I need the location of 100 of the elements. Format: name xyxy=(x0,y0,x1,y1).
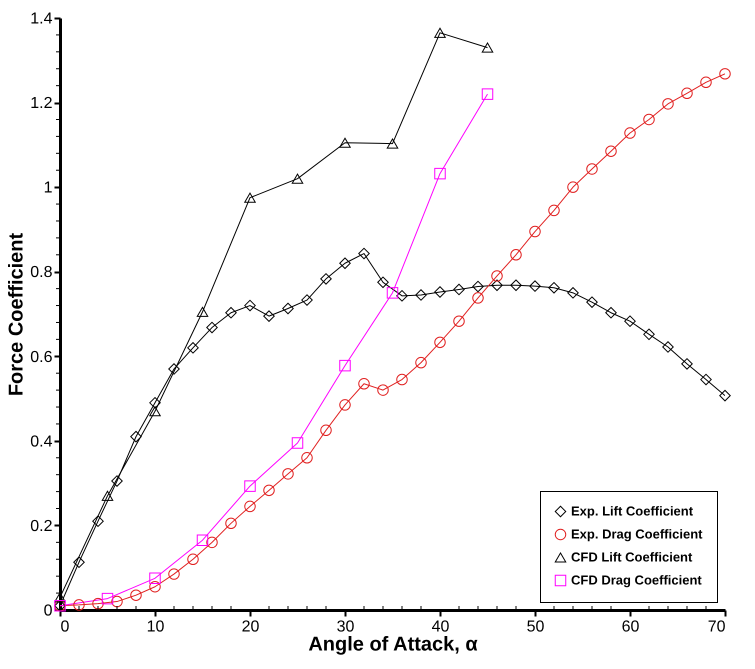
point xyxy=(102,490,114,501)
point xyxy=(358,248,370,260)
x-axis-title: Angle of Attack, α xyxy=(308,634,478,656)
point xyxy=(292,437,304,449)
point xyxy=(510,280,522,291)
point xyxy=(92,515,104,527)
point xyxy=(244,500,256,512)
point xyxy=(415,289,427,301)
point xyxy=(206,322,218,334)
point xyxy=(54,592,66,602)
point xyxy=(386,138,398,149)
point xyxy=(482,42,494,53)
legend-label: CFD Drag Coefficient xyxy=(571,572,702,588)
point xyxy=(453,284,465,296)
point xyxy=(434,336,446,348)
point xyxy=(339,399,351,411)
point xyxy=(482,88,494,100)
point xyxy=(206,536,218,548)
point xyxy=(130,430,142,442)
y-tick-label: 1.4 xyxy=(30,10,53,28)
point xyxy=(434,286,446,298)
point xyxy=(719,390,731,402)
point xyxy=(244,192,256,203)
point xyxy=(73,556,85,568)
point xyxy=(662,341,674,353)
point xyxy=(111,596,123,608)
point xyxy=(377,276,389,288)
x-tick-label: 0 xyxy=(60,618,70,636)
point xyxy=(196,306,208,317)
point xyxy=(624,315,636,327)
point xyxy=(396,374,408,386)
point xyxy=(149,397,161,409)
point xyxy=(586,296,598,308)
point xyxy=(415,356,427,368)
point xyxy=(168,363,180,375)
legend-label: Exp. Lift Coefficient xyxy=(571,504,694,518)
point xyxy=(567,287,579,299)
x-tick-label: 50 xyxy=(526,618,544,636)
point xyxy=(301,452,313,464)
y-tick-label: 0.4 xyxy=(30,433,53,450)
point xyxy=(491,280,503,291)
point xyxy=(605,306,617,318)
point xyxy=(244,300,256,312)
point xyxy=(377,384,389,396)
point xyxy=(624,127,636,139)
x-tick-label: 70 xyxy=(708,618,726,636)
point xyxy=(529,226,541,238)
point xyxy=(244,480,256,492)
y-tick-label: 0.6 xyxy=(30,348,53,366)
x-tick-label: 40 xyxy=(432,618,450,636)
point xyxy=(339,258,351,269)
point xyxy=(453,315,465,327)
point xyxy=(434,168,446,180)
point xyxy=(225,306,237,318)
x-tick-label: 30 xyxy=(336,618,354,636)
point xyxy=(225,518,237,530)
point xyxy=(292,174,304,184)
point xyxy=(567,181,579,193)
y-axis-title: Force Coefficient xyxy=(5,232,28,396)
point xyxy=(396,290,408,302)
point xyxy=(320,424,332,436)
point xyxy=(662,98,674,110)
point xyxy=(719,68,731,80)
point xyxy=(643,328,655,340)
point xyxy=(339,360,351,372)
x-tick-label: 20 xyxy=(242,618,260,636)
x-tick-label: 60 xyxy=(622,618,640,636)
point xyxy=(92,598,104,610)
point xyxy=(643,114,655,126)
point xyxy=(73,599,85,611)
y-tick-label: 0.8 xyxy=(30,264,53,282)
point xyxy=(491,270,503,282)
point xyxy=(111,475,123,487)
point xyxy=(434,28,446,38)
y-tick-label: 1.2 xyxy=(30,95,53,112)
point xyxy=(102,592,114,604)
point xyxy=(681,358,693,370)
point xyxy=(149,581,161,592)
x-tick-label: 10 xyxy=(146,618,164,636)
point xyxy=(282,302,294,314)
point xyxy=(301,294,313,306)
point xyxy=(700,374,712,386)
legend-label: Exp. Drag Coefficient xyxy=(571,526,704,542)
point xyxy=(700,76,712,88)
point xyxy=(263,484,275,496)
point xyxy=(681,88,693,99)
point xyxy=(605,145,617,157)
point xyxy=(282,468,294,480)
point xyxy=(130,589,142,601)
y-tick-label: 0.2 xyxy=(30,518,53,535)
point xyxy=(586,163,598,175)
point xyxy=(358,378,370,390)
point xyxy=(187,554,199,565)
point xyxy=(263,310,275,322)
point xyxy=(472,292,484,304)
point xyxy=(168,568,180,580)
point xyxy=(548,204,560,216)
point xyxy=(196,534,208,546)
point xyxy=(510,249,522,261)
legend-label: CFD Lift Coefficient xyxy=(571,550,693,564)
